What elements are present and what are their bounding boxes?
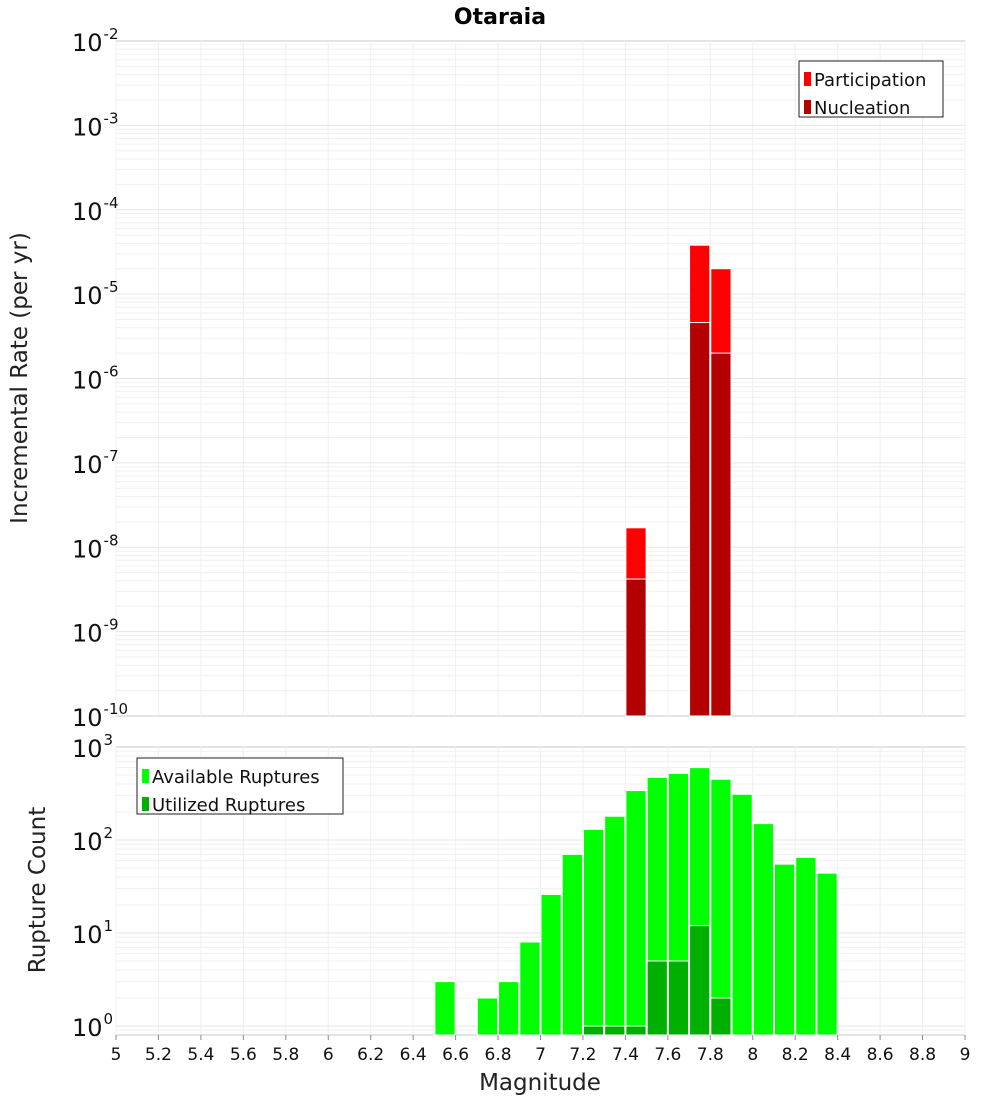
rate-plot: 10-10 10-9 10-8 10-7 10-6 10-5 10-4 10-3 10-2 Par… <box>72 25 966 732</box>
rate-axis-label: Incremental Rate (per yr) <box>7 232 33 524</box>
rate-ytick-label: 10-3 <box>72 109 119 141</box>
count-bar-available-ruptures <box>476 997 499 1036</box>
magnitude-tick-label: 5.2 <box>145 1045 172 1065</box>
count-legend-label: Available Ruptures <box>152 767 320 788</box>
rate-ytick-label: 10-8 <box>72 531 119 563</box>
rate-bar-nucleation <box>625 578 647 717</box>
rate-bar-nucleation <box>689 322 711 717</box>
magnitude-tick-label: 7.8 <box>697 1045 724 1065</box>
count-plot: 100 101 102 103 Available Ruptures Utilized R… <box>72 731 970 1065</box>
magnitude-tick-label: 9 <box>960 1045 971 1065</box>
magnitude-tick-label: 5 <box>111 1045 122 1065</box>
count-legend: Available Ruptures Utilized Ruptures <box>136 757 344 816</box>
magnitude-tick-label: 8 <box>747 1045 758 1065</box>
rate-ytick-label: 10-6 <box>72 363 119 395</box>
chart-title: Otaraia <box>454 5 546 30</box>
count-legend-swatch <box>142 769 149 783</box>
count-ytick-label: 102 <box>72 824 113 856</box>
count-legend-swatch <box>142 797 149 811</box>
count-bar-available-ruptures <box>540 893 562 1036</box>
magnitude-tick-label: 6.2 <box>357 1045 384 1065</box>
count-bar-available-ruptures <box>604 815 626 1036</box>
magnitude-axis-label: Magnitude <box>479 1070 601 1096</box>
count-bar-available-ruptures <box>561 853 583 1036</box>
magnitude-tick-label: 6 <box>323 1045 334 1065</box>
magnitude-tick-label: 5.4 <box>187 1045 214 1065</box>
rate-legend-label: Nucleation <box>814 98 910 119</box>
count-ytick-label: 103 <box>72 731 113 763</box>
count-bar-available-ruptures <box>625 790 647 1036</box>
magnitude-tick-label: 6.6 <box>442 1045 469 1065</box>
magnitude-tick-label: 8.6 <box>867 1045 894 1065</box>
count-bar-available-ruptures <box>773 863 796 1036</box>
rate-ytick-label: 10-5 <box>72 278 119 310</box>
count-bar-utilized-ruptures <box>604 1025 626 1036</box>
count-bar-available-ruptures <box>519 941 541 1036</box>
magnitude-tick-label: 8.4 <box>824 1045 851 1065</box>
rate-ytick-label: 10-4 <box>72 194 119 226</box>
rate-legend-swatch <box>804 72 811 86</box>
count-bar-available-ruptures <box>582 828 605 1036</box>
magnitude-tick-label: 8.2 <box>782 1045 809 1065</box>
magnitude-tick-label: 8.8 <box>909 1045 936 1065</box>
magnitude-tick-label: 7 <box>535 1045 546 1065</box>
count-bar-available-ruptures <box>752 823 774 1036</box>
count-bar-utilized-ruptures <box>625 1025 647 1036</box>
magnitude-tick-label: 6.8 <box>485 1045 512 1065</box>
count-bar-available-ruptures <box>731 793 753 1036</box>
magnitude-tick-label: 5.6 <box>230 1045 257 1065</box>
magnitude-tick-label: 7.2 <box>569 1045 596 1065</box>
count-ytick-label: 101 <box>72 917 113 949</box>
rate-ytick-label: 10-9 <box>72 616 119 648</box>
count-bar-utilized-ruptures <box>689 925 711 1036</box>
count-bar-utilized-ruptures <box>710 997 732 1036</box>
count-bar-available-ruptures <box>710 778 732 1036</box>
rate-legend: Participation Nucleation <box>798 60 944 119</box>
count-bar-utilized-ruptures <box>646 960 668 1036</box>
magnitude-tick-label: 7.4 <box>612 1045 639 1065</box>
rate-legend-swatch <box>804 100 811 114</box>
magnitude-tick-label: 6.4 <box>400 1045 427 1065</box>
count-bar-utilized-ruptures <box>582 1025 605 1036</box>
count-bar-utilized-ruptures <box>667 960 690 1036</box>
count-ytick-label: 100 <box>72 1010 113 1042</box>
count-axis-label: Rupture Count <box>25 807 51 973</box>
count-legend-label: Utilized Ruptures <box>152 795 305 816</box>
rate-ytick-label: 10-7 <box>72 447 119 479</box>
count-legend-box <box>136 757 344 815</box>
rate-legend-box <box>798 60 944 118</box>
count-bar-available-ruptures <box>498 981 520 1036</box>
rate-ytick-label: 10-10 <box>72 700 128 732</box>
rate-legend-label: Participation <box>814 70 926 91</box>
rate-ytick-label: 10-2 <box>72 25 119 57</box>
rate-bar-nucleation <box>710 352 732 717</box>
magnitude-tick-label: 7.6 <box>654 1045 681 1065</box>
count-bar-available-ruptures <box>434 981 456 1036</box>
count-bar-available-ruptures <box>795 856 817 1036</box>
magnitude-tick-label: 5.8 <box>272 1045 299 1065</box>
count-bar-available-ruptures <box>816 872 838 1036</box>
